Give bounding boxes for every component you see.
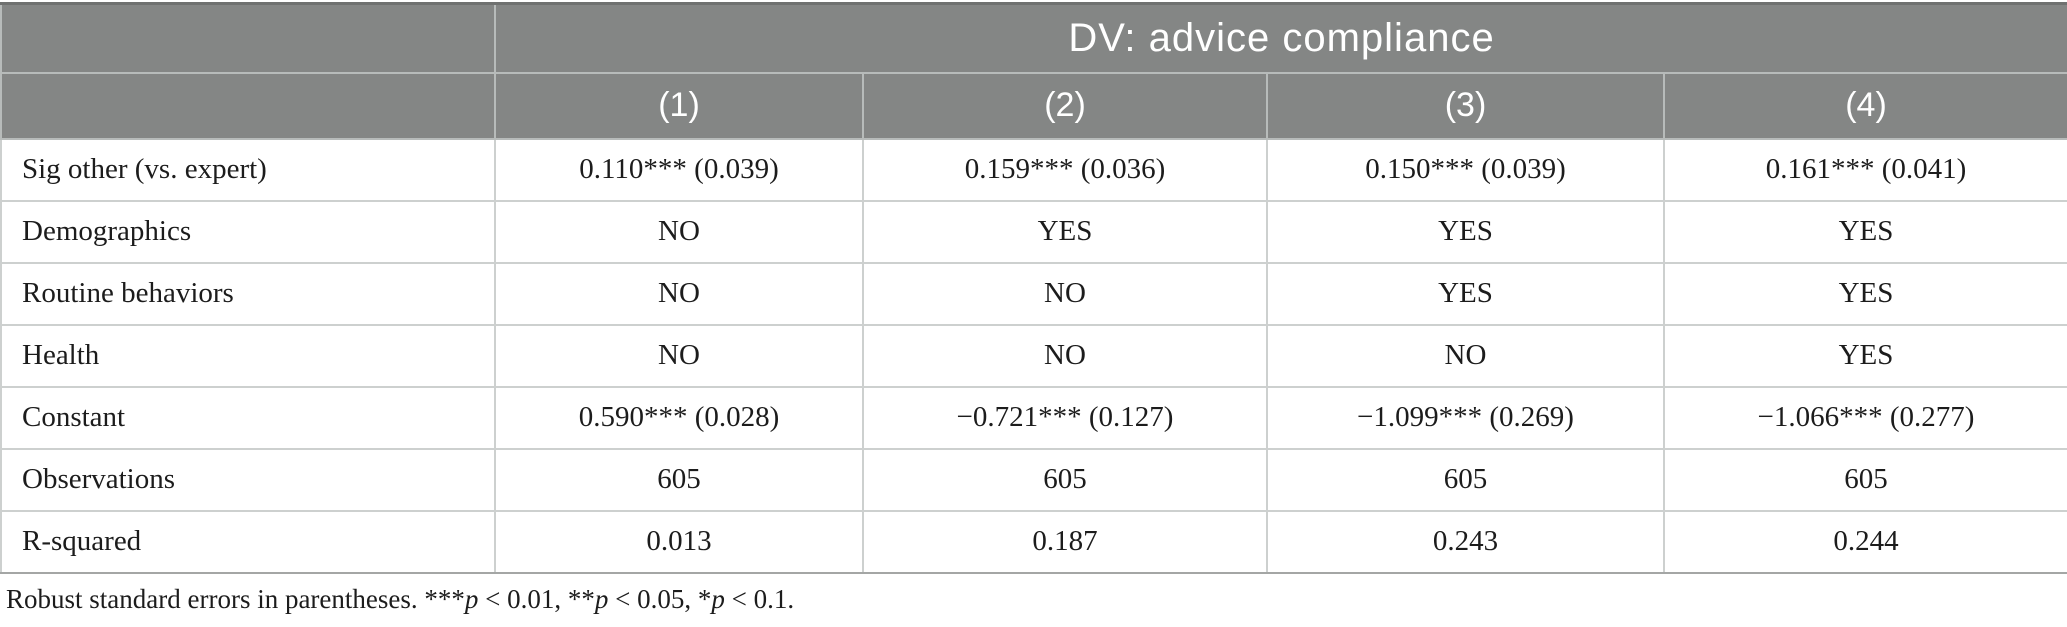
value-cell: NO (862, 261, 1268, 326)
dv-title: DV: advice compliance (494, 2, 2067, 74)
value-cell: YES (1663, 261, 2067, 326)
column-header-3: (3) (1266, 71, 1665, 140)
footnote-text: < 0.01, ** (478, 584, 595, 614)
row-label: Observations (0, 447, 496, 512)
row-label: Routine behaviors (0, 261, 496, 326)
value-cell: −0.721*** (0.127) (862, 385, 1268, 450)
value-cell: 0.013 (494, 509, 864, 574)
value-cell: NO (494, 261, 864, 326)
footnote-text: Robust standard errors in parentheses. *… (6, 584, 465, 614)
value-cell: 0.159*** (0.036) (862, 137, 1268, 202)
value-cell: 605 (862, 447, 1268, 512)
row-label: Sig other (vs. expert) (0, 137, 496, 202)
value-cell: YES (1663, 323, 2067, 388)
row-label: Health (0, 323, 496, 388)
footnote-p-italic: p (464, 584, 479, 614)
value-cell: −1.099*** (0.269) (1266, 385, 1665, 450)
header-corner-cell-2 (0, 71, 496, 140)
value-cell: 0.243 (1266, 509, 1665, 574)
table-header: DV: advice compliance (1) (2) (3) (4) (0, 2, 2067, 140)
table-header-row-columns: (1) (2) (3) (4) (0, 71, 2067, 140)
column-header-4: (4) (1663, 71, 2067, 140)
value-cell: NO (494, 323, 864, 388)
table-row-demographics: Demographics NO YES YES YES (0, 199, 2067, 264)
footnote-text: < 0.05, * (608, 584, 712, 614)
row-label: R-squared (0, 509, 496, 574)
table-header-row-dv: DV: advice compliance (0, 2, 2067, 74)
footnote-text: < 0.1. (724, 584, 795, 614)
column-header-2: (2) (862, 71, 1268, 140)
header-corner-cell (0, 2, 496, 74)
table-row-sig-other: Sig other (vs. expert) 0.110*** (0.039) … (0, 137, 2067, 202)
table-footnote: Robust standard errors in parentheses. *… (6, 584, 794, 615)
table-row-observations: Observations 605 605 605 605 (0, 447, 2067, 512)
table-row-routine-behaviors: Routine behaviors NO NO YES YES (0, 261, 2067, 326)
footnote-p-italic: p (594, 584, 609, 614)
row-label: Demographics (0, 199, 496, 264)
value-cell: 605 (1663, 447, 2067, 512)
regression-table: DV: advice compliance (1) (2) (3) (4) Si… (0, 2, 2067, 574)
table-row-health: Health NO NO NO YES (0, 323, 2067, 388)
value-cell: YES (1266, 261, 1665, 326)
value-cell: 0.187 (862, 509, 1268, 574)
value-cell: 0.590*** (0.028) (494, 385, 864, 450)
row-label: Constant (0, 385, 496, 450)
footnote-p-italic: p (711, 584, 725, 614)
table-body: Sig other (vs. expert) 0.110*** (0.039) … (0, 137, 2067, 574)
value-cell: −1.066*** (0.277) (1663, 385, 2067, 450)
value-cell: YES (1266, 199, 1665, 264)
value-cell: 0.150*** (0.039) (1266, 137, 1665, 202)
value-cell: NO (494, 199, 864, 264)
value-cell: NO (862, 323, 1268, 388)
value-cell: 605 (494, 447, 864, 512)
table-row-constant: Constant 0.590*** (0.028) −0.721*** (0.1… (0, 385, 2067, 450)
value-cell: YES (862, 199, 1268, 264)
value-cell: NO (1266, 323, 1665, 388)
table-row-r-squared: R-squared 0.013 0.187 0.243 0.244 (0, 509, 2067, 574)
value-cell: 605 (1266, 447, 1665, 512)
value-cell: 0.110*** (0.039) (494, 137, 864, 202)
value-cell: YES (1663, 199, 2067, 264)
value-cell: 0.161*** (0.041) (1663, 137, 2067, 202)
column-header-1: (1) (494, 71, 864, 140)
value-cell: 0.244 (1663, 509, 2067, 574)
